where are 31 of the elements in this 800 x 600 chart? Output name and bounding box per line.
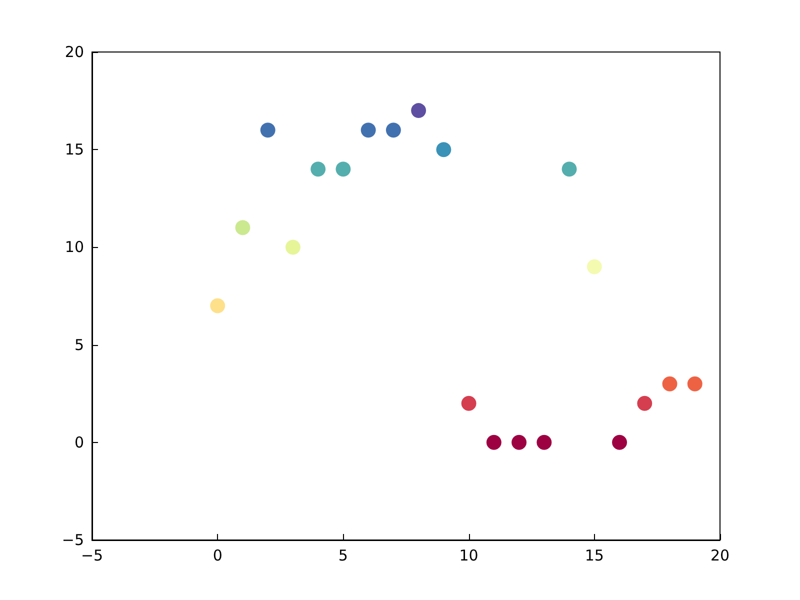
point: [386, 122, 401, 138]
point: [536, 434, 552, 450]
point: [260, 122, 276, 138]
x-tick-label: 20: [710, 546, 730, 564]
point: [411, 103, 426, 118]
x-tick-label: 10: [459, 546, 478, 564]
y-tick-label: −5: [62, 531, 84, 549]
point: [662, 376, 678, 392]
point: [486, 434, 502, 450]
x-tick-label: 5: [338, 546, 348, 564]
point: [461, 396, 476, 411]
point: [562, 162, 577, 177]
y-tick-label: 20: [64, 43, 84, 61]
point: [586, 259, 602, 274]
point: [637, 396, 652, 411]
point: [360, 122, 376, 138]
point: [436, 142, 452, 158]
point: [336, 162, 351, 177]
point: [310, 162, 326, 177]
y-tick-label: 0: [74, 433, 84, 452]
point: [512, 434, 527, 450]
point: [285, 240, 300, 255]
x-tick-label: 15: [584, 546, 604, 564]
point: [235, 220, 250, 236]
point: [612, 434, 628, 450]
y-tick-label: 10: [64, 238, 84, 256]
y-tick-label: 15: [64, 140, 84, 159]
point: [210, 298, 226, 314]
y-tick-label: 5: [74, 336, 84, 354]
x-tick-label: 0: [212, 546, 222, 564]
point: [687, 376, 702, 392]
